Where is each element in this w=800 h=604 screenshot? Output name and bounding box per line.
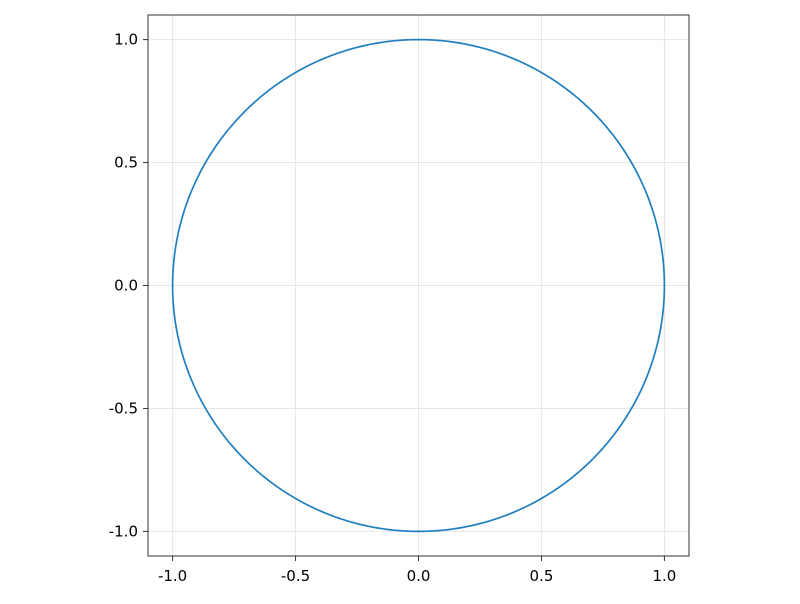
grid bbox=[148, 15, 689, 556]
x-tick-label: 0.5 bbox=[530, 567, 554, 585]
circle-series-line bbox=[171, 38, 666, 533]
x-tick-label: -0.5 bbox=[281, 567, 310, 585]
x-tick-label: 1.0 bbox=[652, 567, 676, 585]
x-tick-label: 0.0 bbox=[407, 567, 431, 585]
x-tick-label: -1.0 bbox=[158, 567, 187, 585]
y-tick-label: -0.5 bbox=[109, 399, 138, 417]
series bbox=[171, 38, 666, 533]
y-tick-label: 0.5 bbox=[114, 154, 138, 172]
ticks: -1.0 -0.5 0.0 0.5 1.0 -1.0 -0.5 0.0 0.5 1.0 bbox=[109, 31, 677, 585]
y-tick-label: -1.0 bbox=[109, 522, 138, 540]
y-tick-label: 0.0 bbox=[114, 277, 138, 295]
y-tick-label: 1.0 bbox=[114, 31, 138, 49]
